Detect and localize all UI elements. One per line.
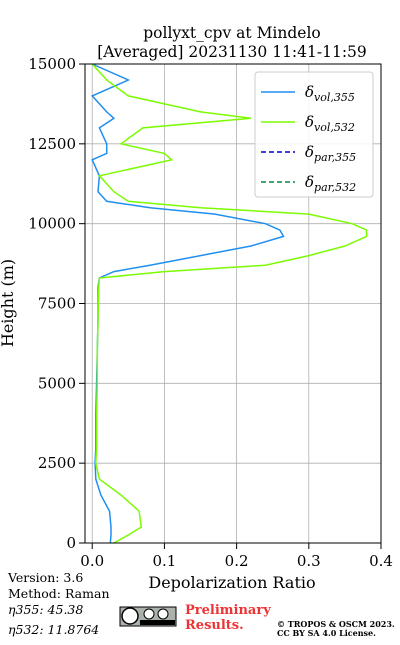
y-tick-label: 7500 xyxy=(38,295,76,313)
y-axis-label: Height (m) xyxy=(0,259,17,347)
profile-line xyxy=(90,63,285,544)
legend-box xyxy=(254,71,374,198)
cc-logo xyxy=(119,606,177,627)
x-tick-label: 0.4 xyxy=(369,552,393,570)
footer-info: η532: 11.8764 xyxy=(8,622,99,637)
legend-label: δpar,355 xyxy=(305,143,356,164)
x-axis-label: Depolarization Ratio xyxy=(148,573,315,592)
x-tick-label: 0.3 xyxy=(297,552,321,570)
footer-info: η355: 45.38 xyxy=(8,602,83,617)
x-tick-label: 0.1 xyxy=(152,552,176,570)
legend-label: δvol,532 xyxy=(305,113,355,134)
footer-info: Version: 3.6 xyxy=(7,570,83,585)
y-tick-label: 2500 xyxy=(38,454,76,472)
copyright: © TROPOS & OSCM 2023. xyxy=(277,619,395,629)
preliminary-notice: Preliminary xyxy=(185,603,271,618)
legend-label: δvol,355 xyxy=(305,83,355,104)
y-tick-label: 15000 xyxy=(28,55,76,73)
plot-frame xyxy=(84,63,382,544)
y-tick-label: 12500 xyxy=(28,135,76,153)
y-tick-label: 0 xyxy=(66,534,76,552)
chart-title: [Averaged] 20231130 11:41-11:59 xyxy=(97,43,367,61)
y-tick-label: 10000 xyxy=(28,215,76,233)
profile-line xyxy=(91,63,368,544)
chart-title: pollyxt_cpv at Mindelo xyxy=(143,24,321,42)
y-tick-label: 5000 xyxy=(38,374,76,392)
legend-label: δpar,532 xyxy=(305,173,356,194)
x-tick-label: 0.0 xyxy=(80,552,104,570)
copyright: CC BY SA 4.0 License. xyxy=(277,628,376,638)
preliminary-notice: Results. xyxy=(185,618,244,633)
x-tick-label: 0.2 xyxy=(225,552,249,570)
footer-info: Method: Raman xyxy=(8,586,110,601)
